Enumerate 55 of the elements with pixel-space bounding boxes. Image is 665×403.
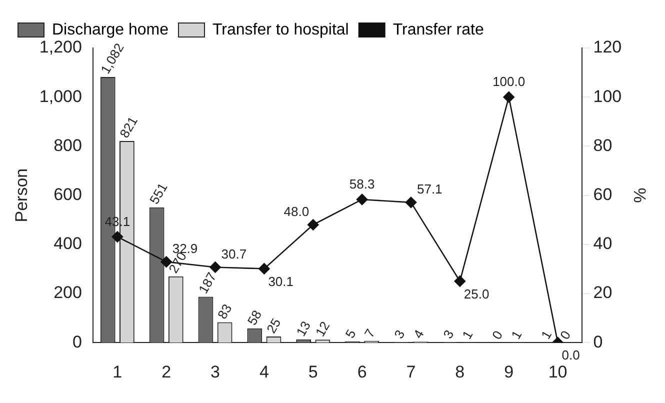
y-tick-label: 0	[72, 332, 82, 352]
y2-tick-label: 20	[593, 283, 612, 302]
data-label: 0	[489, 328, 506, 342]
y-tick-label: 1,200	[39, 38, 82, 57]
data-label: 58	[244, 308, 265, 328]
x-tick-label: 2	[162, 362, 172, 382]
data-label: 25	[263, 316, 284, 336]
legend-label: Discharge home	[52, 21, 169, 38]
data-label: 3	[440, 327, 457, 342]
x-tick-label: 8	[455, 362, 465, 382]
x-tick-label: 1	[112, 362, 122, 382]
legend-label: Transfer rate	[392, 21, 484, 38]
y-tick-label: 800	[54, 136, 82, 155]
y2-tick-label: 60	[593, 184, 612, 204]
data-label: 1	[508, 328, 525, 342]
data-label: 13	[293, 318, 314, 339]
data-label: 30.7	[221, 246, 247, 262]
x-tick-label: 4	[259, 362, 269, 382]
y2-tick-label: 120	[593, 38, 622, 57]
data-label: 187	[195, 270, 220, 296]
x-tick-label: 10	[548, 362, 568, 382]
x-tick-label: 9	[504, 362, 514, 382]
y2-axis-title: %	[630, 188, 650, 203]
data-label: 30.1	[268, 274, 294, 289]
y-tick-label: 1,000	[39, 86, 82, 106]
y2-tick-label: 100	[593, 86, 622, 106]
y-tick-label: 200	[54, 283, 82, 302]
data-label: 57.1	[416, 182, 442, 196]
data-label: 1	[459, 328, 476, 342]
data-label: 25.0	[464, 286, 490, 302]
y-tick-label: 400	[54, 234, 82, 254]
data-label: 48.0	[284, 204, 310, 219]
data-label: 821	[116, 114, 140, 140]
data-label: 551	[146, 180, 170, 207]
data-label: 12	[312, 318, 333, 339]
y-axis-title: Person	[12, 168, 31, 222]
x-tick-label: 5	[308, 362, 318, 382]
x-tick-label: 7	[406, 362, 416, 382]
y2-tick-label: 40	[593, 234, 612, 254]
legend-label: Transfer to hospital	[212, 21, 349, 38]
data-label: 7	[361, 326, 378, 340]
data-label: 0.0	[562, 348, 580, 363]
data-label: 5	[342, 326, 359, 341]
data-label: 100.0	[492, 74, 526, 90]
data-label: 83	[214, 301, 235, 322]
x-tick-label: 6	[357, 362, 367, 382]
y2-tick-label: 80	[593, 136, 612, 155]
x-tick-label: 3	[210, 362, 220, 382]
data-label: 0	[557, 328, 574, 342]
y-tick-label: 600	[54, 184, 82, 204]
data-label: 4	[410, 327, 427, 341]
data-label: 3	[391, 327, 408, 342]
data-label: 1	[538, 328, 555, 342]
y2-tick-label: 0	[593, 332, 603, 352]
data-label: 58.3	[349, 176, 375, 192]
